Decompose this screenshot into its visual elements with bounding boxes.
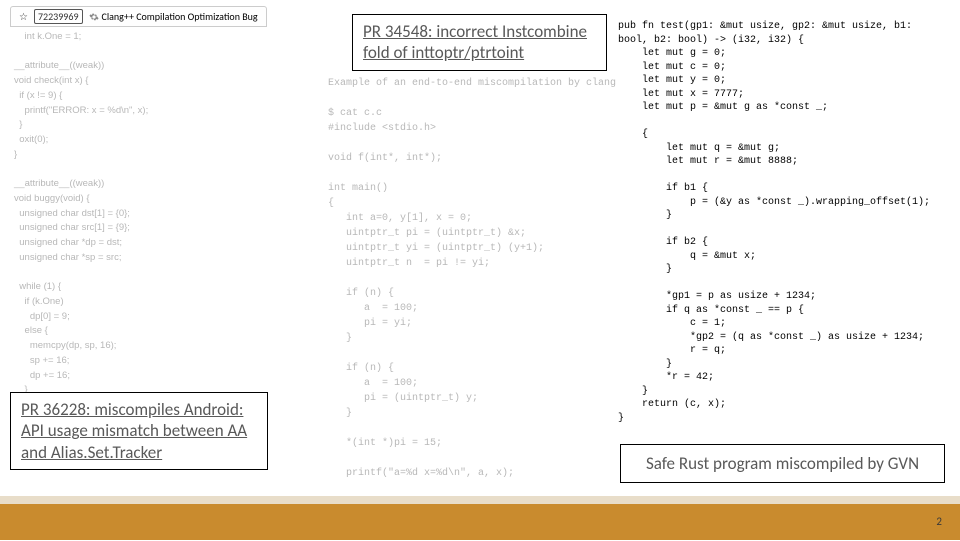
- callout-top-text: PR 34548: incorrect Instcombine fold of …: [363, 21, 587, 63]
- left-code-snippet: int k.One = 1; __attribute__((weak)) voi…: [14, 30, 219, 427]
- callout-right: Safe Rust program miscompiled by GVN: [620, 444, 945, 483]
- middle-code-snippet: Example of an end-to-end miscompilation …: [328, 76, 608, 541]
- page-number: 2: [936, 515, 942, 528]
- tab-label: Clang++ Compilation Optimization Bug: [102, 10, 258, 23]
- browser-tab: ☆ 72239969 Clang++ Compilation Optimizat…: [10, 6, 267, 27]
- callout-top: PR 34548: incorrect Instcombine fold of …: [352, 14, 607, 71]
- callout-bottom: PR 36228: miscompiles Android: API usage…: [10, 392, 268, 470]
- right-code-snippet: pub fn test(gp1: &mut usize, gp2: &mut u…: [618, 20, 948, 425]
- accent-bar-light: [0, 496, 960, 504]
- gear-icon: [89, 12, 99, 22]
- tab-title: Clang++ Compilation Optimization Bug: [89, 10, 258, 23]
- issue-id-badge: 72239969: [34, 9, 83, 24]
- callout-right-text: Safe Rust program miscompiled by GVN: [646, 453, 919, 474]
- callout-bottom-text: PR 36228: miscompiles Android: API usage…: [21, 399, 247, 463]
- accent-bar: [0, 504, 960, 540]
- star-icon: ☆: [19, 10, 28, 23]
